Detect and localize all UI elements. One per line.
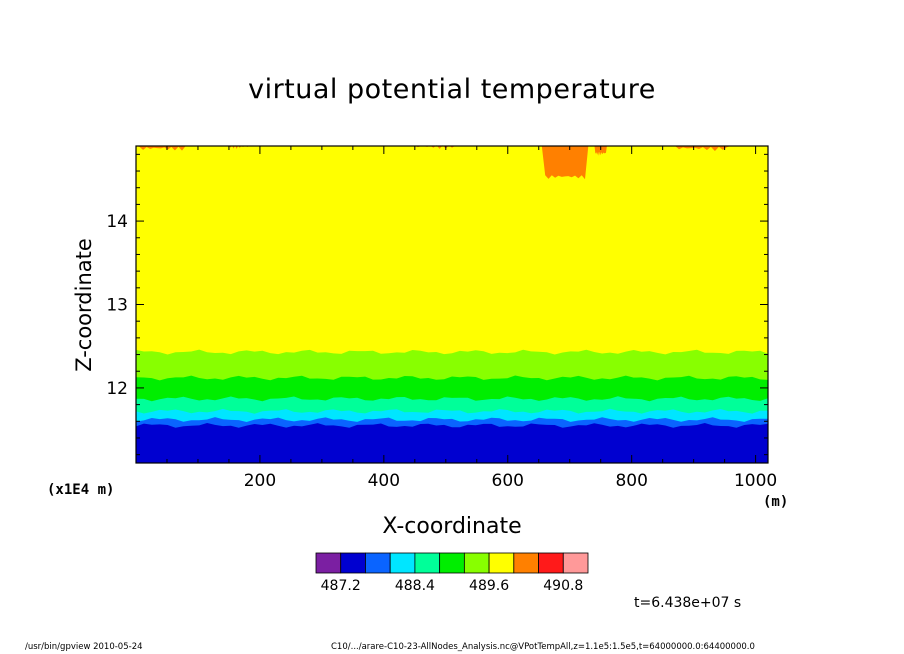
colorbar-swatch xyxy=(389,552,416,574)
colorbar-swatch xyxy=(439,552,465,574)
colorbar-swatch xyxy=(562,552,589,574)
contour-patch xyxy=(675,146,731,151)
colorbar-swatch xyxy=(463,552,490,574)
colorbar-tick-label: 487.2 xyxy=(321,578,361,594)
x-axis-unit-label: (m) xyxy=(763,494,789,510)
footer-right-info: C10/.../arare-C10-23-AllNodes_Analysis.n… xyxy=(331,642,755,652)
x-tick-label: 1000 xyxy=(734,471,777,491)
contour-patch xyxy=(594,146,607,156)
x-axis-label: X-coordinate xyxy=(382,514,522,539)
colorbar-swatch xyxy=(414,552,441,574)
x-tick-label: 200 xyxy=(244,471,276,491)
colorbar-swatch xyxy=(365,552,391,574)
y-tick-label: 14 xyxy=(106,212,128,232)
contour-patch xyxy=(136,146,186,151)
colorbar-tick-label: 490.8 xyxy=(543,578,583,594)
contour-band xyxy=(136,423,768,463)
x-tick-label: 400 xyxy=(368,471,400,491)
colorbar-tick-label: 488.4 xyxy=(395,578,435,594)
y-tick-label: 12 xyxy=(106,379,128,399)
x-axis-scale-label: (x1E4 m) xyxy=(47,482,115,498)
colorbar-tick-label: 489.6 xyxy=(469,578,509,594)
x-tick-label: 800 xyxy=(615,471,647,491)
colorbar-swatch xyxy=(315,552,342,574)
footer-left-info: /usr/bin/gpview 2010-05-24 xyxy=(25,642,143,652)
chart-title: virtual potential temperature xyxy=(248,74,656,105)
colorbar-swatch xyxy=(488,552,515,574)
colorbar-swatch xyxy=(340,552,366,574)
contour-patch xyxy=(541,146,589,180)
y-tick-label: 13 xyxy=(106,296,128,316)
colorbar-swatch xyxy=(513,552,539,574)
colorbar-swatch xyxy=(538,552,564,574)
time-annotation: t=6.438e+07 s xyxy=(634,595,742,611)
x-tick-label: 600 xyxy=(492,471,524,491)
